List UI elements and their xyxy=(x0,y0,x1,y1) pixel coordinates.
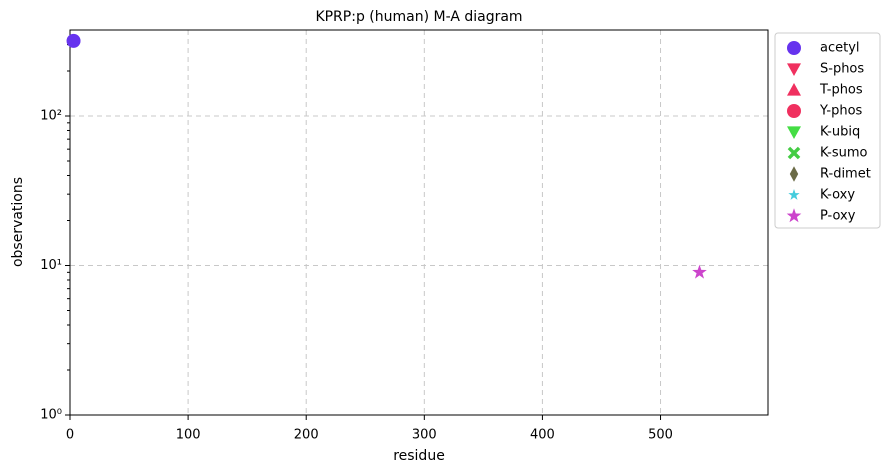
y-tick-label: 10¹ xyxy=(40,258,62,273)
legend-label: K-sumo xyxy=(820,146,868,161)
x-tick-label: 500 xyxy=(648,428,673,443)
x-tick-label: 400 xyxy=(530,428,555,443)
legend-label: K-ubiq xyxy=(820,125,860,140)
data-point xyxy=(66,33,81,48)
legend-label: S-phos xyxy=(820,62,864,77)
y-tick-label: 10⁰ xyxy=(40,408,62,423)
chart-title: KPRP:p (human) M-A diagram xyxy=(315,9,522,25)
legend-label: P-oxy xyxy=(820,209,856,224)
legend-box xyxy=(774,32,881,229)
x-tick-label: 200 xyxy=(294,428,319,443)
legend-marker xyxy=(789,166,799,182)
y-tick-label: 10² xyxy=(40,108,62,123)
legend-marker xyxy=(787,126,801,139)
x-tick-label: 300 xyxy=(412,428,437,443)
legend-label: T-phos xyxy=(819,83,863,98)
legend-marker xyxy=(787,41,801,55)
legend-label: acetyl xyxy=(820,41,860,56)
legend-marker xyxy=(788,189,800,200)
legend-marker xyxy=(787,63,801,76)
x-tick-label: 100 xyxy=(176,428,201,443)
y-axis-label: observations xyxy=(10,177,26,267)
legend-label: K-oxy xyxy=(820,188,855,203)
data-point xyxy=(692,264,707,279)
plot-frame xyxy=(69,29,769,416)
legend-marker xyxy=(787,146,801,160)
x-axis-label: residue xyxy=(393,448,445,464)
legend-marker xyxy=(786,208,802,223)
legend-marker xyxy=(787,104,801,118)
legend-label: R-dimet xyxy=(820,167,871,182)
legend-label: Y-phos xyxy=(819,104,863,119)
legend-marker xyxy=(787,83,801,96)
x-tick-label: 0 xyxy=(66,428,74,443)
